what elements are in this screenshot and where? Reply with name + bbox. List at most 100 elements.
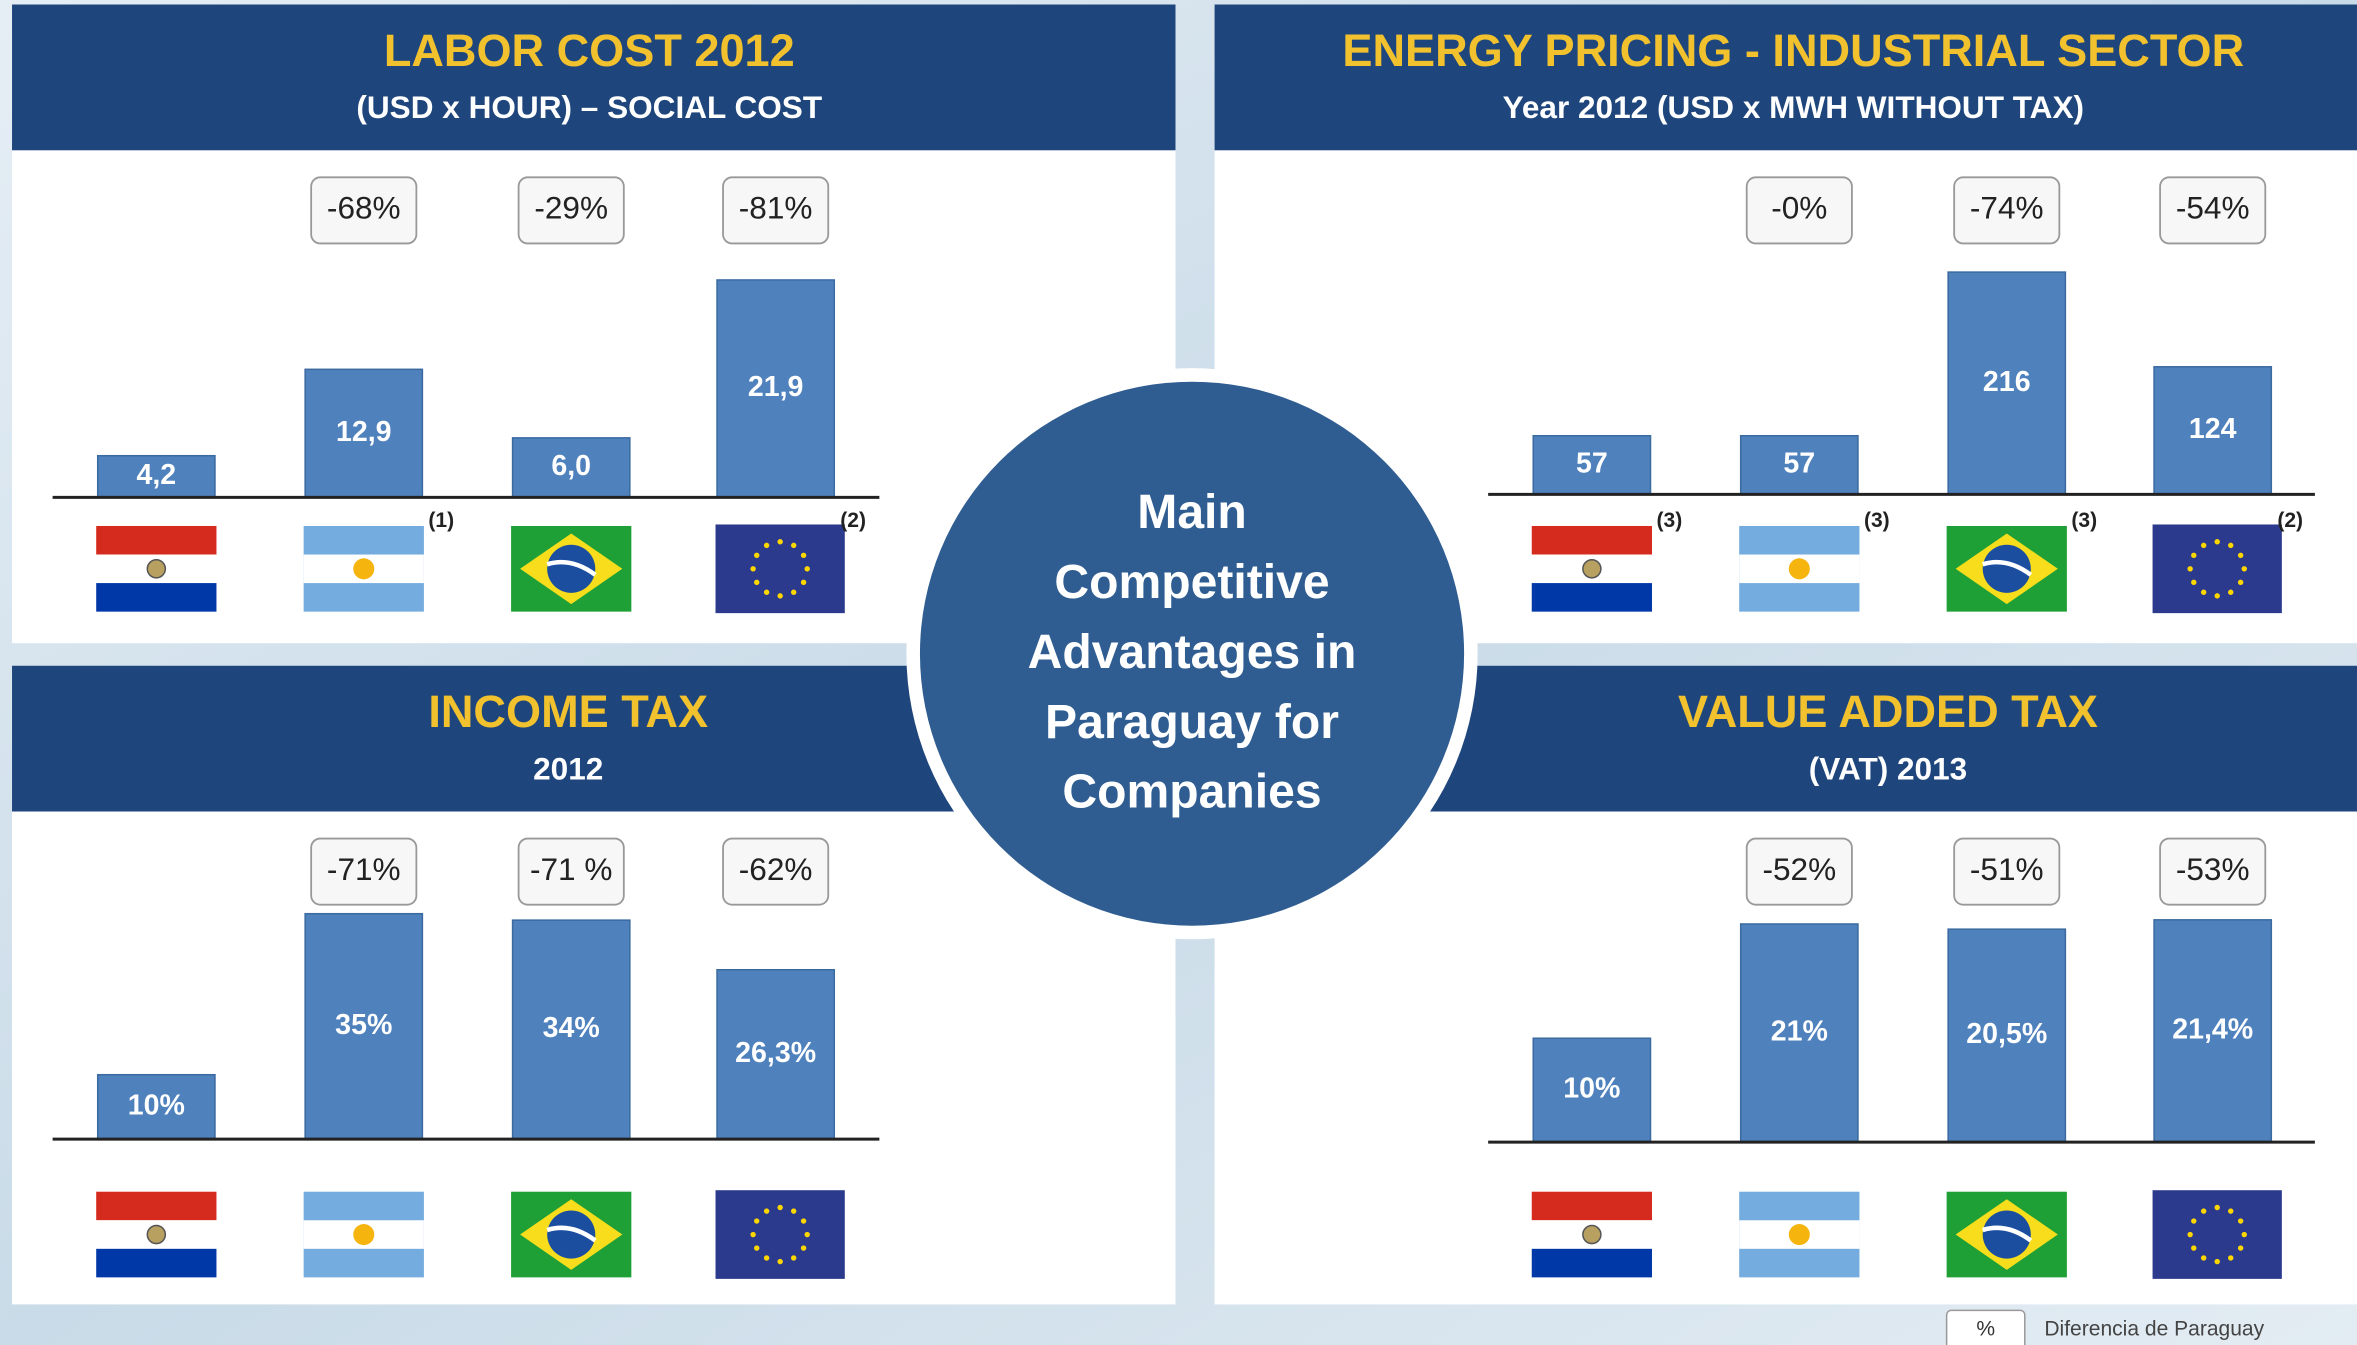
footnote: (2) [840, 509, 866, 532]
value-label: 26,3% [735, 1037, 816, 1069]
difference-label: -53% [2176, 851, 2250, 887]
legend-symbol: % [1976, 1318, 1995, 1341]
bar [716, 279, 836, 499]
flag [790, 1255, 797, 1261]
value-label: 12,9 [336, 416, 392, 448]
flag [2214, 1204, 2220, 1211]
difference-box [722, 837, 830, 906]
flag [754, 552, 760, 558]
flag [790, 1208, 797, 1214]
flag [1531, 1248, 1653, 1278]
panel-header [1214, 4, 2357, 151]
bar [1532, 1037, 1652, 1143]
legend-box [1945, 1309, 2026, 1345]
bar [1739, 434, 1859, 496]
value-label: 34% [543, 1012, 600, 1044]
flag [1531, 525, 1653, 555]
flag [804, 1231, 810, 1238]
flag [2228, 589, 2234, 595]
bar [511, 437, 631, 499]
difference-label: -71 % [530, 851, 612, 887]
flag [1982, 544, 2031, 593]
value-label: 21,4% [2172, 1014, 2253, 1046]
chart-title: VALUE ADDED TAX [1678, 686, 2098, 737]
value-label: 20,5% [1966, 1018, 2047, 1050]
difference-box [517, 176, 625, 245]
flag [1982, 559, 2033, 577]
center-title-line: Competitive [1054, 555, 1329, 609]
bar [304, 912, 424, 1140]
difference-label: -54% [2176, 190, 2250, 226]
flag [1582, 1224, 1602, 1245]
flag [353, 1224, 375, 1246]
flag [547, 544, 596, 593]
flag [1982, 1210, 2031, 1259]
difference-box [1745, 837, 1853, 906]
value-label: 57 [1576, 448, 1608, 480]
flag [2228, 1255, 2234, 1261]
flag [2191, 1245, 2197, 1251]
flag [2200, 589, 2207, 595]
chart-subtitle: (USD x HOUR) – SOCIAL COST [356, 89, 822, 125]
flag [2187, 566, 2193, 572]
bar [1947, 271, 2067, 496]
flag [1531, 583, 1653, 612]
flag [2191, 579, 2197, 586]
chart-title: INCOME TAX [428, 686, 708, 737]
bar [511, 919, 631, 1140]
flag [1982, 1225, 2033, 1243]
flag [2200, 1208, 2207, 1214]
difference-label: -71% [327, 851, 401, 887]
flag [777, 1258, 783, 1265]
flag [96, 525, 217, 555]
center-title-line: Main [1137, 485, 1247, 539]
flag [763, 1255, 770, 1261]
difference-box [517, 837, 625, 906]
value-label: 10% [1563, 1073, 1620, 1105]
difference-label: -62% [739, 851, 813, 887]
flag [754, 579, 760, 586]
flag [547, 1210, 596, 1259]
flag [546, 1225, 597, 1243]
center-title-line: Paraguay for [1045, 695, 1339, 749]
difference-label: -68% [327, 190, 401, 226]
flag [96, 1191, 217, 1221]
footnote: (3) [1864, 509, 1890, 532]
flag [2241, 566, 2247, 572]
value-label: 124 [2189, 413, 2237, 445]
flag [790, 542, 797, 549]
difference-label: -51% [1970, 851, 2044, 887]
footnote: (1) [428, 509, 454, 532]
bar [1532, 434, 1652, 496]
flag [2237, 1218, 2244, 1224]
difference-box [2159, 837, 2267, 906]
flag [800, 1218, 807, 1224]
value-label: 21% [1771, 1016, 1828, 1048]
flag [2241, 1231, 2247, 1238]
difference-label: -74% [1970, 190, 2044, 226]
flag [754, 1218, 760, 1224]
flag [777, 1204, 783, 1211]
footnote: (3) [1657, 509, 1683, 532]
chart-title: LABOR COST 2012 [384, 25, 795, 76]
flag [2237, 1245, 2244, 1251]
difference-label: -29% [534, 190, 608, 226]
flag [2214, 1258, 2220, 1265]
flag [146, 1224, 167, 1245]
flag [353, 558, 375, 580]
center-title-line: Advantages in [1028, 625, 1357, 679]
chart-subtitle: Year 2012 (USD x MWH WITHOUT TAX) [1503, 89, 2084, 125]
value-label: 57 [1783, 448, 1815, 480]
difference-label: -0% [1771, 190, 1827, 226]
flag [1531, 1191, 1653, 1221]
flag [2191, 552, 2197, 558]
bar [1947, 928, 2067, 1143]
flag [715, 1190, 845, 1279]
difference-box [310, 176, 418, 245]
value-label: 4,2 [136, 459, 176, 491]
bar [1739, 923, 1859, 1143]
flag [2200, 542, 2207, 549]
difference-box [1953, 837, 2061, 906]
flag [763, 1208, 770, 1214]
flag [2214, 593, 2220, 599]
